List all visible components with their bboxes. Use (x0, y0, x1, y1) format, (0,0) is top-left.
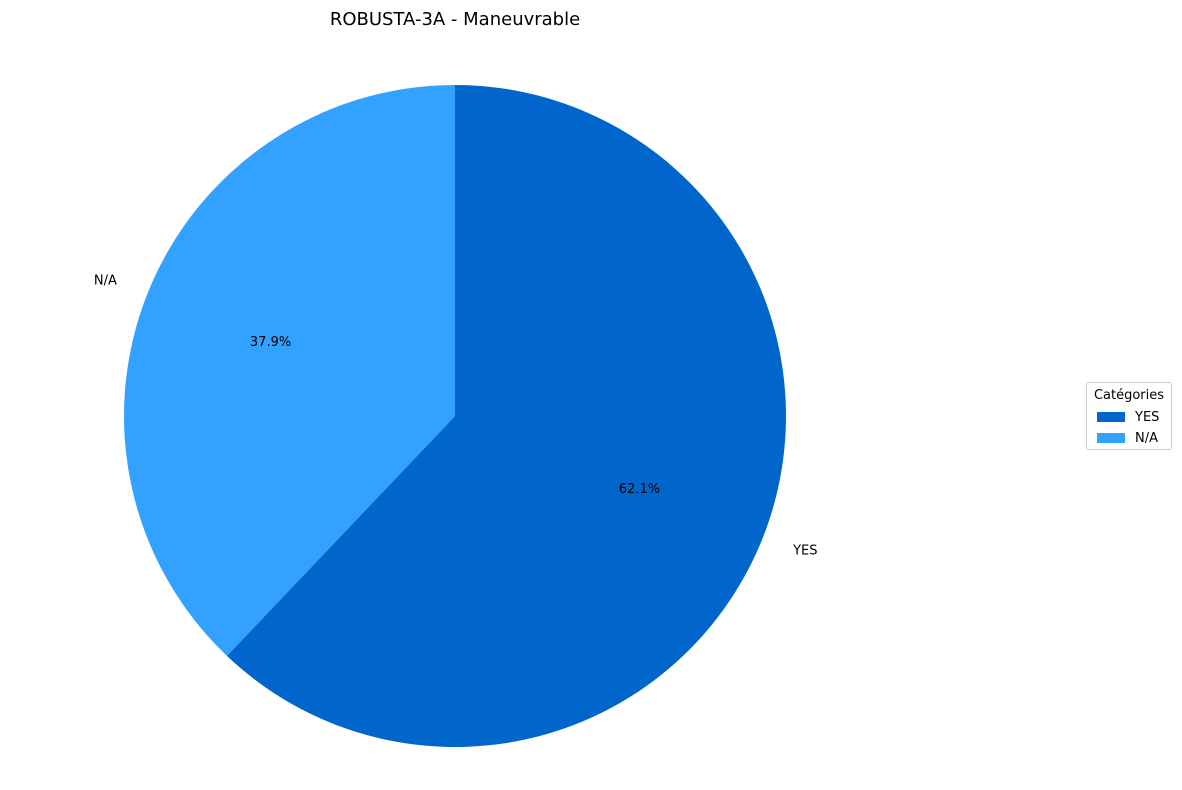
pie-slices (124, 85, 787, 747)
legend-title: Catégories (1093, 388, 1165, 403)
legend-label-na: N/A (1135, 430, 1158, 446)
percent-label-yes: 62.1% (619, 482, 660, 497)
pie-slice-na (124, 85, 456, 656)
legend-swatch-na (1097, 433, 1125, 443)
pie-slice-yes (226, 85, 787, 747)
percent-label-na: 37.9% (250, 335, 291, 350)
legend: Catégories YES N/A (1086, 382, 1172, 450)
slice-label-yes: YES (792, 544, 817, 559)
legend-entry-na: N/A (1097, 430, 1158, 446)
pie-labels: YES 62.1% N/A 37.9% (94, 273, 818, 558)
legend-entry-yes: YES (1097, 409, 1159, 425)
slice-label-na: N/A (94, 273, 117, 288)
chart-title: ROBUSTA-3A - Maneuvrable (330, 9, 580, 30)
legend-label-yes: YES (1135, 409, 1160, 425)
legend-swatch-yes (1097, 412, 1125, 422)
